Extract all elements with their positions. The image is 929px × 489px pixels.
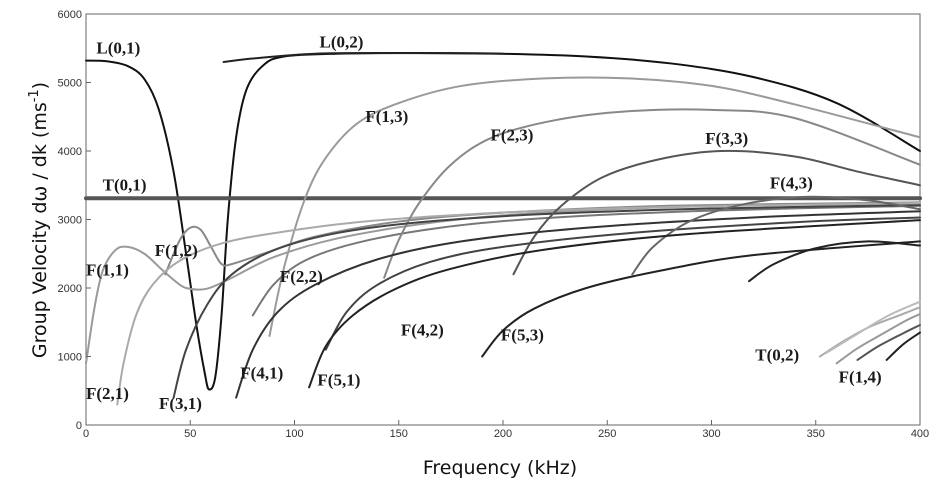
curve-label: T(0,2) [755,346,799,365]
ticks-layer: 0 50 100 150 200 250 300 350 4000100020003000400… [58,9,929,440]
series-line-f33 [512,149,921,276]
x-tick-label: 100 [285,428,303,440]
curve-label: F(1,4) [839,368,882,387]
series-line-unlabeled-21 [825,300,921,355]
curve-label: F(4,1) [240,363,283,382]
y-tick-label: 4000 [58,146,82,158]
curve-label: F(4,2) [401,320,444,339]
y-axis-title-main: Group Velocity dω / dk (ms [29,102,51,358]
curve-labels-layer: L(0,1) L(0,2) F(1,3) F(2,3) F(3,3) T(0,1) F(4,… [86,33,882,414]
x-tick-label: 0 [83,428,89,440]
curve-label: F(4,3) [770,174,813,193]
y-tick-label: 1000 [58,352,82,364]
series-line-l01 [85,52,921,391]
series-line-f13 [268,76,921,337]
series-line-unlabeled-16 [748,240,921,283]
series-line-l02 [222,52,504,63]
curve-label: F(1,3) [365,107,408,126]
series-line-f22 [251,204,921,317]
y-axis-title-superscript: -1 [27,89,42,102]
curve-label: F(5,1) [317,370,360,389]
series-line-f23 [383,108,921,279]
y-tick-label: 6000 [58,9,82,21]
x-tick-label: 300 [702,428,720,440]
series-line-unlabeled-20 [885,331,921,361]
curve-label: F(5,3) [501,326,544,345]
x-axis-title: Frequency (kHz) [423,457,577,479]
curve-label: F(2,1) [86,384,129,403]
y-axis-title-close: ) [29,82,51,89]
y-tick-label: 5000 [58,78,82,90]
plot-area [85,13,921,426]
curve-label: F(2,3) [490,126,533,145]
y-tick-label: 3000 [58,215,82,227]
y-tick-label: 2000 [58,283,82,295]
x-tick-label: 350 [807,428,825,440]
series-line-f41 [235,210,921,399]
y-tick-label: 0 [76,420,82,432]
series-line-f53 [481,240,921,358]
series-line-f14 [835,313,921,365]
curves-layer [84,52,922,406]
x-tick-label: 150 [390,428,408,440]
series-line-f43 [631,195,921,276]
curve-label: F(3,3) [705,129,748,148]
curve-label: L(0,2) [320,33,364,52]
series-line-f31 [172,204,921,399]
curve-label: F(3,1) [159,394,202,413]
x-tick-label: 200 [494,428,512,440]
curve-label: F(1,2) [155,241,198,260]
series-line-f42 [324,216,921,351]
curve-label: L(0,1) [96,39,140,58]
x-tick-label: 250 [598,428,616,440]
curve-label: F(1,1) [86,261,129,280]
x-tick-label: 400 [911,428,929,440]
y-axis-title: Group Velocity dω / dk (ms-1) [27,82,51,358]
curve-label: T(0,1) [103,176,147,195]
curve-label: F(2,2) [280,267,323,286]
series-line-f21 [116,202,921,406]
series-line-unlabeled-19 [856,323,921,361]
series-line-f51 [308,219,921,389]
x-tick-label: 50 [184,428,196,440]
